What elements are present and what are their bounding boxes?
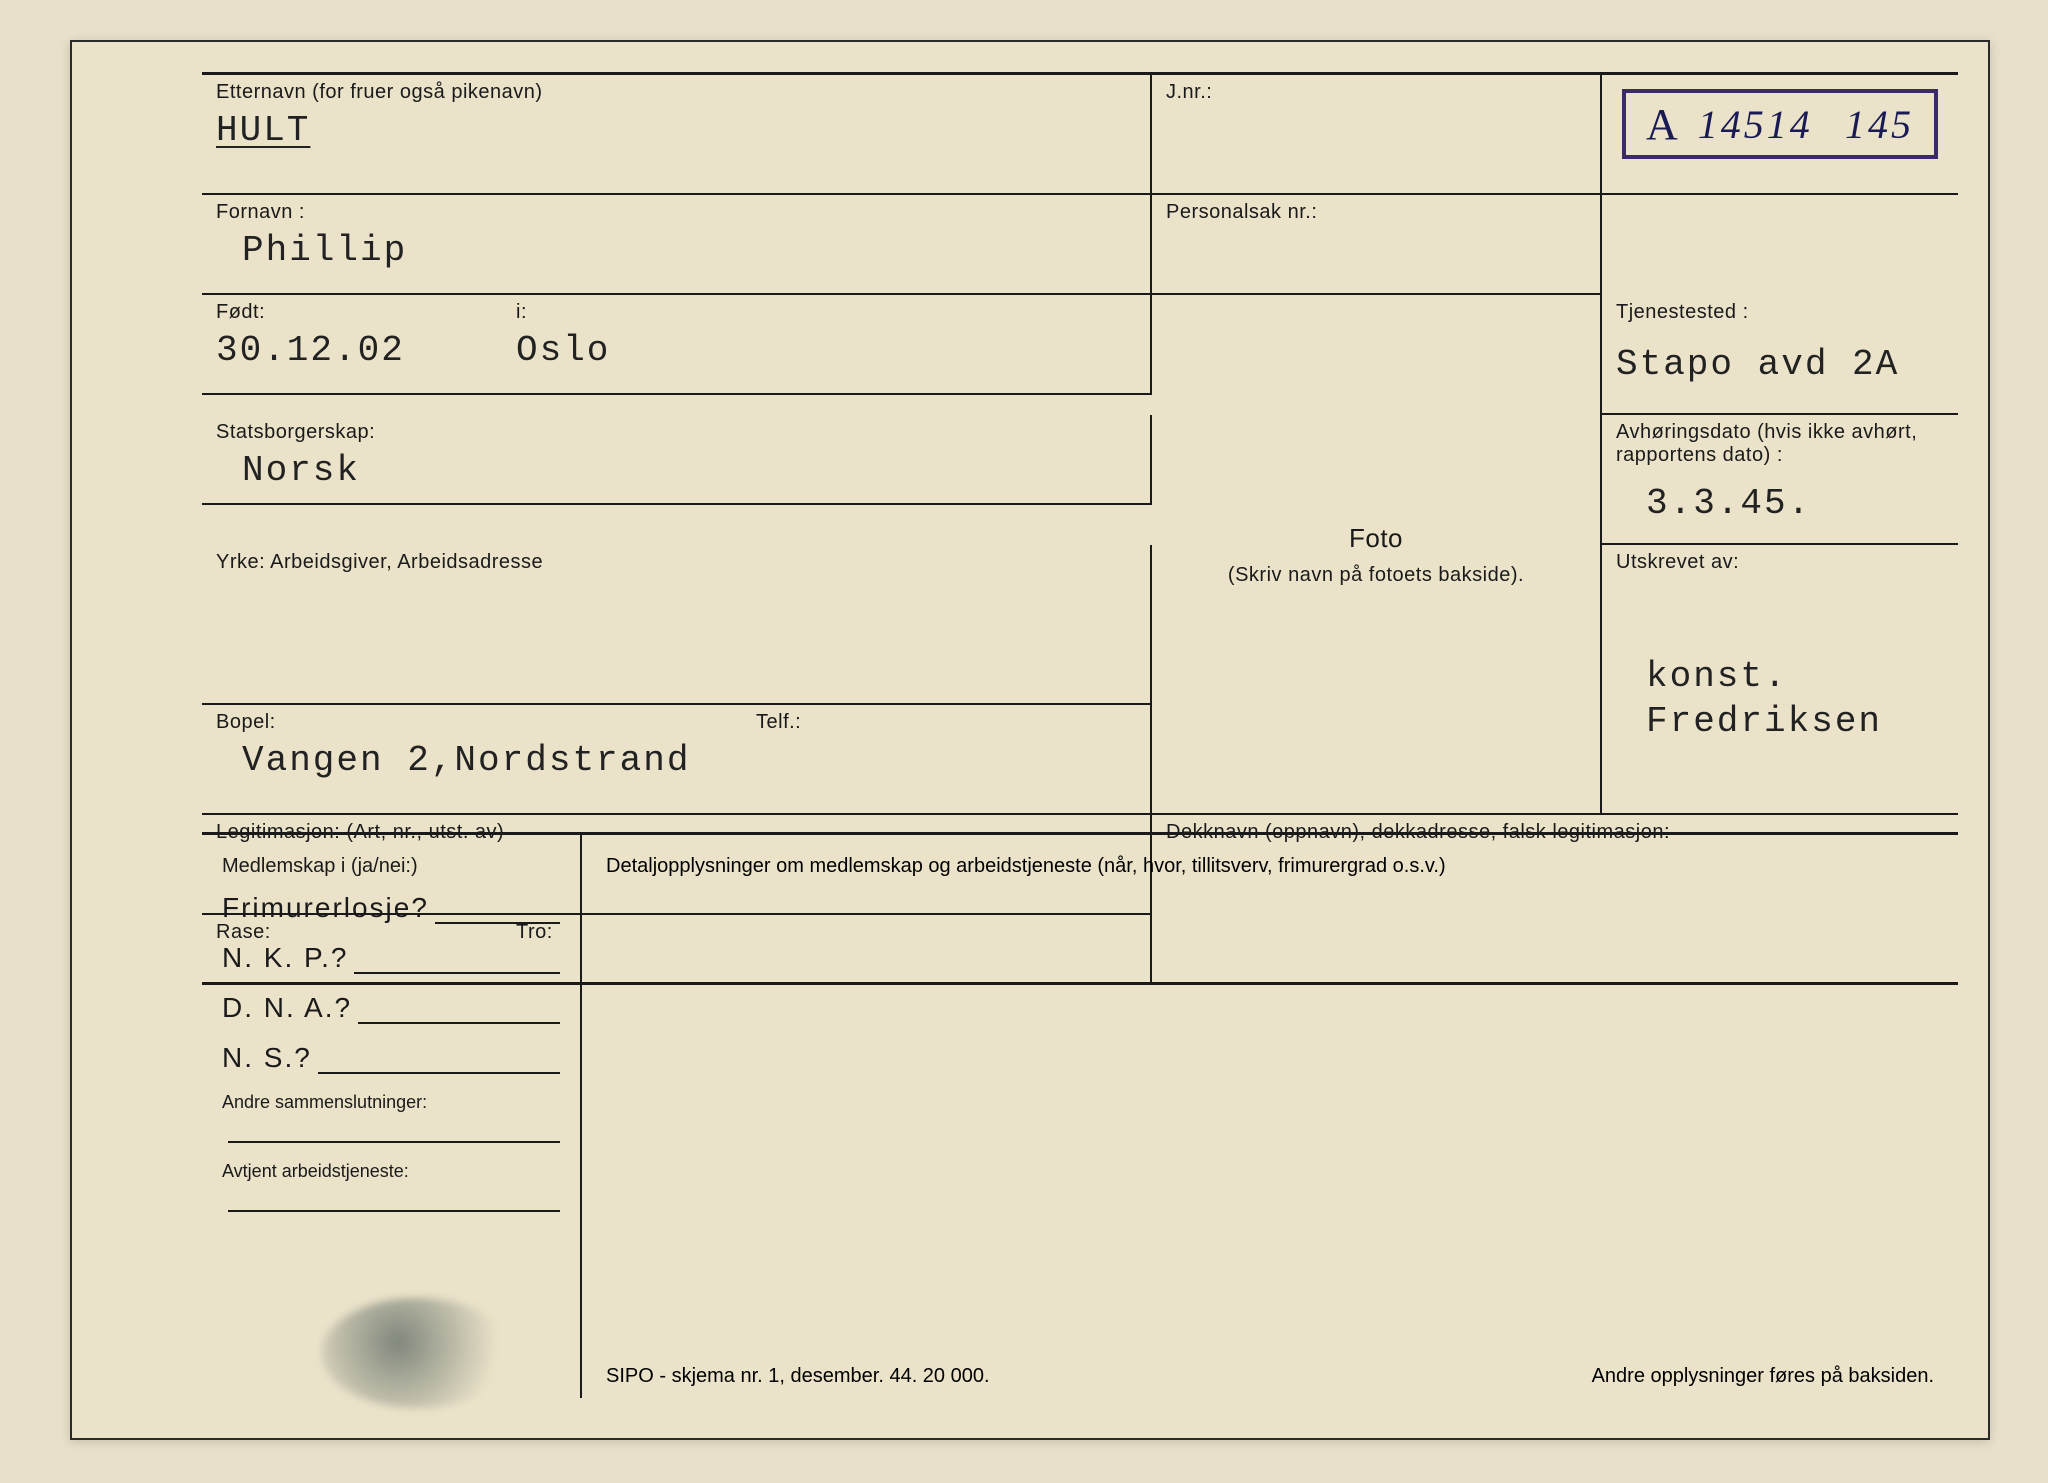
value-statsborgerskap: Norsk: [216, 444, 1136, 491]
field-utskrevet: Utskrevet av: konst. Fredriksen: [1602, 545, 1958, 815]
label-tjenestested: Tjenestested :: [1616, 301, 1944, 324]
label-statsborgerskap: Statsborgerskap:: [216, 421, 1136, 444]
label-detalj: Detaljopplysninger om medlemskap og arbe…: [606, 855, 1934, 878]
line-dna: [358, 996, 560, 1024]
label-medlemskap: Medlemskap i (ja/nei:): [222, 855, 560, 878]
stamp-prefix: A: [1646, 99, 1678, 150]
label-telf: Telf.:: [756, 711, 1136, 734]
value-fodt: 30.12.02: [216, 324, 488, 371]
field-fodt-date: Født: 30.12.02: [202, 295, 502, 393]
stamp-number: 14514: [1698, 101, 1813, 148]
value-etternavn: HULT: [216, 104, 1136, 151]
value-personalsak: [1166, 224, 1586, 230]
details-panel: Detaljopplysninger om medlemskap og arbe…: [582, 835, 1958, 1398]
label-jnr: J.nr.:: [1166, 81, 1586, 104]
label-baksiden: Andre opplysninger føres på baksiden.: [1592, 1365, 1934, 1388]
label-foto-sub: (Skriv navn på fotoets bakside).: [1228, 564, 1524, 587]
field-foto: Foto (Skriv navn på fotoets bakside).: [1152, 295, 1602, 815]
field-personalsak: Personalsak nr.:: [1152, 195, 1602, 295]
line-andre: [228, 1115, 560, 1143]
line-nkp: [354, 946, 560, 974]
row-dna: D. N. A.?: [222, 992, 560, 1024]
label-foto: Foto: [1349, 523, 1403, 554]
field-etternavn: Etternavn (for fruer også pikenavn) HULT: [202, 75, 1152, 195]
field-blank-r2: [1602, 195, 1958, 295]
value-fornavn: Phillip: [216, 224, 1136, 271]
field-fornavn: Fornavn : Phillip: [202, 195, 1152, 295]
label-nkp: N. K. P.?: [222, 942, 348, 974]
field-statsborgerskap: Statsborgerskap: Norsk: [202, 415, 1152, 505]
bottom-section: Medlemskap i (ja/nei:) Frimurerlosje? N.…: [202, 832, 1958, 1398]
label-dna: D. N. A.?: [222, 992, 352, 1024]
membership-panel: Medlemskap i (ja/nei:) Frimurerlosje? N.…: [202, 835, 582, 1398]
value-avhoringsdato: 3.3.45.: [1616, 467, 1944, 524]
row-frimurer: Frimurerlosje?: [222, 892, 560, 924]
footer-row: SIPO - skjema nr. 1, desember. 44. 20 00…: [606, 1365, 1934, 1388]
label-fodt-i: i:: [516, 301, 1136, 324]
label-frimurer: Frimurerlosje?: [222, 892, 429, 924]
label-andre-sammen: Andre sammenslutninger:: [222, 1092, 560, 1113]
label-personalsak: Personalsak nr.:: [1166, 201, 1586, 224]
field-bopel-addr: Bopel: Vangen 2,Nordstrand: [202, 705, 742, 813]
line-avtjent: [228, 1184, 560, 1212]
value-fodt-i: Oslo: [516, 324, 1136, 371]
value-yrke: [216, 574, 1136, 580]
field-bopel: Bopel: Vangen 2,Nordstrand Telf.:: [202, 705, 1152, 815]
line-ns: [318, 1046, 560, 1074]
label-sipo: SIPO - skjema nr. 1, desember. 44. 20 00…: [606, 1365, 990, 1388]
label-fodt: Født:: [216, 301, 488, 324]
label-avhoringsdato: Avhøringsdato (hvis ikke avhørt, rapport…: [1616, 421, 1944, 467]
row-nkp: N. K. P.?: [222, 942, 560, 974]
label-etternavn: Etternavn (for fruer også pikenavn): [216, 81, 1136, 104]
field-avhoringsdato: Avhøringsdato (hvis ikke avhørt, rapport…: [1602, 415, 1958, 545]
value-bopel: Vangen 2,Nordstrand: [216, 734, 728, 781]
top-grid: Etternavn (for fruer også pikenavn) HULT…: [202, 72, 1958, 802]
line-frimurer: [435, 896, 560, 924]
field-tjenestested: Tjenestested : Stapo avd 2A: [1602, 295, 1958, 415]
field-yrke: Yrke: Arbeidsgiver, Arbeidsadresse: [202, 545, 1152, 705]
field-fodt-place: i: Oslo: [502, 295, 1150, 393]
label-yrke: Yrke: Arbeidsgiver, Arbeidsadresse: [216, 551, 1136, 574]
field-stamp: A 14514 145: [1602, 75, 1958, 195]
stamp-suffix: 145: [1845, 101, 1914, 148]
label-bopel: Bopel:: [216, 711, 728, 734]
field-telf: Telf.:: [742, 705, 1150, 813]
label-avtjent: Avtjent arbeidstjeneste:: [222, 1161, 560, 1182]
row-ns: N. S.?: [222, 1042, 560, 1074]
stamp-box: A 14514 145: [1622, 89, 1938, 159]
label-fornavn: Fornavn :: [216, 201, 1136, 224]
value-utskrevet-2: Fredriksen: [1646, 701, 1882, 742]
label-ns: N. S.?: [222, 1042, 312, 1074]
value-telf: [756, 734, 1136, 740]
ink-smudge: [322, 1298, 512, 1408]
label-utskrevet: Utskrevet av:: [1616, 551, 1944, 574]
field-fodt: Født: 30.12.02 i: Oslo: [202, 295, 1152, 395]
value-utskrevet-1: konst.: [1646, 656, 1788, 697]
value-tjenestested: Stapo avd 2A: [1616, 324, 1944, 385]
value-jnr: [1166, 104, 1586, 110]
field-jnr: J.nr.:: [1152, 75, 1602, 195]
form-card: Etternavn (for fruer også pikenavn) HULT…: [70, 40, 1990, 1440]
